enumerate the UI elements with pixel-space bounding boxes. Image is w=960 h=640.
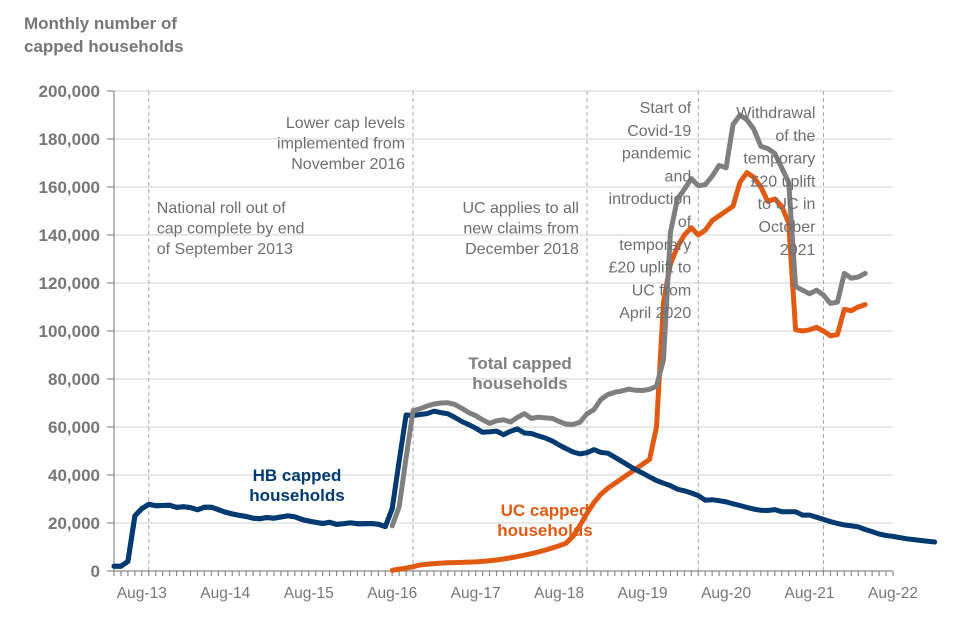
x-tick-label: Aug-17	[451, 585, 501, 602]
x-tick-label: Aug-15	[284, 585, 334, 602]
x-tick-label: Aug-14	[200, 585, 250, 602]
x-tick-label: Aug-22	[868, 585, 918, 602]
event-annotation-line: £20 uplift to	[609, 260, 692, 277]
event-annotation-line: new claims from	[463, 221, 579, 238]
x-tick-label: Aug-13	[117, 585, 167, 602]
gridlines	[114, 90, 893, 524]
event-annotation-line: of September 2013	[157, 241, 293, 258]
event-annotation-line: Lower cap levels	[286, 115, 405, 132]
x-tick-label: Aug-16	[367, 585, 417, 602]
y-tick-label: 80,000	[48, 370, 100, 389]
y-tick-label: 140,000	[39, 226, 100, 245]
y-axis-title-line-2: capped households	[24, 37, 184, 56]
event-annotation-line: December 2018	[465, 241, 579, 258]
series-lines	[111, 112, 938, 573]
event-annotation-line: to UC in	[758, 196, 816, 213]
event-annotation-line: of	[678, 214, 692, 231]
x-tick-label: Aug-20	[701, 585, 751, 602]
event-annotation-line: UC from	[632, 282, 692, 299]
x-tick-labels: Aug-13 Aug-14 Aug-15 Aug-16 Aug-17 Aug-18 Aug-…	[117, 585, 918, 602]
total-series-label-line: households	[472, 374, 567, 393]
uc-series-line	[389, 170, 868, 573]
event-annotation-line: £20 uplift	[751, 173, 816, 190]
y-tick-label: 40,000	[48, 466, 100, 485]
x-tick-label: Aug-19	[618, 585, 668, 602]
y-tick-label: 60,000	[48, 418, 100, 437]
y-tick-label: 160,000	[39, 178, 100, 197]
hb-series-label-line: HB capped	[253, 466, 342, 485]
event-annotation-line: April 2020	[619, 305, 691, 322]
event-annotation-line: introduction	[609, 191, 692, 208]
y-tick-label: 20,000	[48, 514, 100, 533]
event-annotation-line: Covid-19	[627, 123, 691, 140]
event-annotation-line: November 2016	[291, 156, 405, 173]
event-annotation: Lower cap levels implemented from November…	[277, 115, 405, 173]
event-annotation-line: implemented from	[277, 136, 405, 153]
uc-series-label-line: UC capped	[501, 501, 590, 520]
event-annotation-line: Start of	[640, 100, 692, 117]
event-annotation-line: and	[665, 168, 692, 185]
event-annotation-line: cap complete by end	[157, 221, 305, 238]
event-annotation-line: 2021	[780, 242, 816, 259]
event-markers	[148, 91, 824, 571]
axes	[107, 90, 894, 576]
event-annotation-line: of the	[775, 128, 815, 145]
y-tick-label: 120,000	[39, 274, 100, 293]
event-annotation-line: National roll out of	[157, 200, 287, 217]
y-tick-label: 180,000	[39, 130, 100, 149]
y-axis-title-line-1: Monthly number of	[24, 14, 177, 33]
uc-series-label-line: households	[497, 521, 592, 540]
event-annotation: National roll out of cap complete by end o…	[157, 200, 305, 258]
event-annotation-line: October	[759, 219, 817, 236]
hb-series-label-line: households	[249, 486, 344, 505]
event-annotation-line: temporary	[619, 237, 691, 254]
y-axis-title: Monthly number of capped households	[24, 14, 184, 56]
event-annotation-line: UC applies to all	[462, 200, 579, 217]
event-annotation: UC applies to all new claims from December…	[462, 200, 579, 258]
hb-series-line	[111, 408, 938, 569]
annotations: National roll out of cap complete by end o…	[157, 100, 816, 322]
event-annotation: Withdrawal of the temporary £20 uplift to UC…	[736, 105, 816, 259]
event-annotation-line: pandemic	[622, 146, 691, 163]
x-tick-label: Aug-18	[534, 585, 584, 602]
total-series-label-line: Total capped	[468, 354, 572, 373]
y-tick-label: 100,000	[39, 322, 100, 341]
y-tick-labels: 0 20,000 40,000 60,000 80,000 100,000 120,000 1…	[39, 82, 100, 581]
y-tick-label: 0	[91, 562, 100, 581]
event-annotation-line: temporary	[743, 151, 815, 168]
hb-series-line-segment	[111, 501, 395, 569]
x-tick-label: Aug-21	[785, 585, 835, 602]
total-series-line	[389, 112, 868, 529]
y-tick-label: 200,000	[39, 82, 100, 101]
event-annotation-line: Withdrawal	[736, 105, 815, 122]
event-annotation: Start of Covid-19 pandemic and introduction o…	[609, 100, 692, 322]
